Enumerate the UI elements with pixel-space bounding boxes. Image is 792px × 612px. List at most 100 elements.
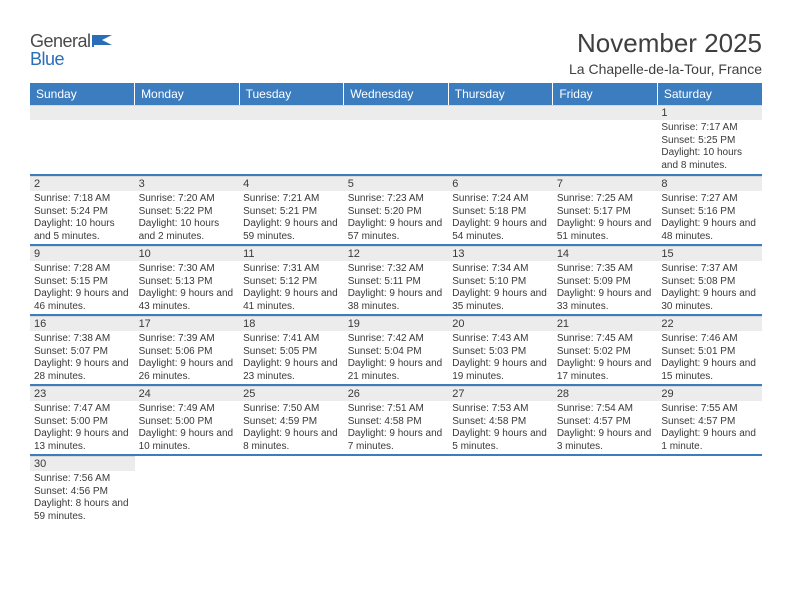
title-block: November 2025 La Chapelle-de-la-Tour, Fr…: [569, 28, 762, 77]
logo-part1: General: [30, 31, 91, 51]
day-header: Saturday: [657, 83, 762, 105]
day-cell: 5Sunrise: 7:23 AMSunset: 5:20 PMDaylight…: [344, 175, 449, 245]
day-data: Sunrise: 7:43 AMSunset: 5:03 PMDaylight:…: [448, 331, 553, 383]
day-data: Sunrise: 7:54 AMSunset: 4:57 PMDaylight:…: [553, 401, 658, 453]
day-number: 21: [553, 316, 658, 331]
day-cell: 15Sunrise: 7:37 AMSunset: 5:08 PMDayligh…: [657, 245, 762, 315]
calendar-table: SundayMondayTuesdayWednesdayThursdayFrid…: [30, 83, 762, 525]
day-data: Sunrise: 7:50 AMSunset: 4:59 PMDaylight:…: [239, 401, 344, 453]
day-cell: [448, 105, 553, 175]
day-cell: 30Sunrise: 7:56 AMSunset: 4:56 PMDayligh…: [30, 455, 135, 525]
day-cell: [553, 105, 658, 175]
day-number: 20: [448, 316, 553, 331]
calendar-body: 1Sunrise: 7:17 AMSunset: 5:25 PMDaylight…: [30, 105, 762, 525]
day-cell: [553, 455, 658, 525]
day-data: Sunrise: 7:32 AMSunset: 5:11 PMDaylight:…: [344, 261, 449, 313]
day-number: 14: [553, 246, 658, 261]
day-data: Sunrise: 7:24 AMSunset: 5:18 PMDaylight:…: [448, 191, 553, 243]
day-data: Sunrise: 7:35 AMSunset: 5:09 PMDaylight:…: [553, 261, 658, 313]
day-data: Sunrise: 7:37 AMSunset: 5:08 PMDaylight:…: [657, 261, 762, 313]
calendar-page: GeneralBlue November 2025 La Chapelle-de…: [0, 0, 792, 525]
logo-text: GeneralBlue: [30, 32, 114, 68]
day-data: Sunrise: 7:47 AMSunset: 5:00 PMDaylight:…: [30, 401, 135, 453]
day-cell: 25Sunrise: 7:50 AMSunset: 4:59 PMDayligh…: [239, 385, 344, 455]
day-data: Sunrise: 7:39 AMSunset: 5:06 PMDaylight:…: [135, 331, 240, 383]
day-cell: 6Sunrise: 7:24 AMSunset: 5:18 PMDaylight…: [448, 175, 553, 245]
day-cell: [344, 455, 449, 525]
day-cell: [344, 105, 449, 175]
day-cell: [30, 105, 135, 175]
day-data: Sunrise: 7:55 AMSunset: 4:57 PMDaylight:…: [657, 401, 762, 453]
logo-part2: Blue: [30, 49, 64, 69]
day-cell: 2Sunrise: 7:18 AMSunset: 5:24 PMDaylight…: [30, 175, 135, 245]
day-data: Sunrise: 7:21 AMSunset: 5:21 PMDaylight:…: [239, 191, 344, 243]
week-row: 2Sunrise: 7:18 AMSunset: 5:24 PMDaylight…: [30, 175, 762, 245]
week-row: 23Sunrise: 7:47 AMSunset: 5:00 PMDayligh…: [30, 385, 762, 455]
day-cell: [448, 455, 553, 525]
day-number: 7: [553, 176, 658, 191]
day-data: Sunrise: 7:27 AMSunset: 5:16 PMDaylight:…: [657, 191, 762, 243]
day-number: [30, 105, 135, 120]
day-number: 18: [239, 316, 344, 331]
day-number: 22: [657, 316, 762, 331]
day-data: Sunrise: 7:46 AMSunset: 5:01 PMDaylight:…: [657, 331, 762, 383]
day-cell: 10Sunrise: 7:30 AMSunset: 5:13 PMDayligh…: [135, 245, 240, 315]
day-cell: 22Sunrise: 7:46 AMSunset: 5:01 PMDayligh…: [657, 315, 762, 385]
page-title: November 2025: [569, 28, 762, 59]
week-row: 16Sunrise: 7:38 AMSunset: 5:07 PMDayligh…: [30, 315, 762, 385]
day-data: Sunrise: 7:56 AMSunset: 4:56 PMDaylight:…: [30, 471, 135, 523]
day-number: 6: [448, 176, 553, 191]
day-header: Friday: [553, 83, 658, 105]
day-cell: [135, 105, 240, 175]
day-number: [553, 105, 658, 120]
day-number: 28: [553, 386, 658, 401]
day-data: Sunrise: 7:30 AMSunset: 5:13 PMDaylight:…: [135, 261, 240, 313]
day-header: Wednesday: [344, 83, 449, 105]
page-header: GeneralBlue November 2025 La Chapelle-de…: [30, 28, 762, 77]
day-number: 13: [448, 246, 553, 261]
day-number: [448, 105, 553, 120]
day-number: 17: [135, 316, 240, 331]
day-data: Sunrise: 7:53 AMSunset: 4:58 PMDaylight:…: [448, 401, 553, 453]
day-cell: [135, 455, 240, 525]
day-cell: 29Sunrise: 7:55 AMSunset: 4:57 PMDayligh…: [657, 385, 762, 455]
day-data: Sunrise: 7:28 AMSunset: 5:15 PMDaylight:…: [30, 261, 135, 313]
day-data: Sunrise: 7:23 AMSunset: 5:20 PMDaylight:…: [344, 191, 449, 243]
day-number: 26: [344, 386, 449, 401]
day-data: Sunrise: 7:31 AMSunset: 5:12 PMDaylight:…: [239, 261, 344, 313]
day-cell: 12Sunrise: 7:32 AMSunset: 5:11 PMDayligh…: [344, 245, 449, 315]
day-cell: 18Sunrise: 7:41 AMSunset: 5:05 PMDayligh…: [239, 315, 344, 385]
calendar-header-row: SundayMondayTuesdayWednesdayThursdayFrid…: [30, 83, 762, 105]
day-cell: 16Sunrise: 7:38 AMSunset: 5:07 PMDayligh…: [30, 315, 135, 385]
day-cell: 4Sunrise: 7:21 AMSunset: 5:21 PMDaylight…: [239, 175, 344, 245]
day-header: Thursday: [448, 83, 553, 105]
week-row: 9Sunrise: 7:28 AMSunset: 5:15 PMDaylight…: [30, 245, 762, 315]
day-cell: 21Sunrise: 7:45 AMSunset: 5:02 PMDayligh…: [553, 315, 658, 385]
day-number: 9: [30, 246, 135, 261]
day-number: 2: [30, 176, 135, 191]
day-cell: 27Sunrise: 7:53 AMSunset: 4:58 PMDayligh…: [448, 385, 553, 455]
day-number: 8: [657, 176, 762, 191]
day-number: 16: [30, 316, 135, 331]
day-number: [135, 105, 240, 120]
day-data: Sunrise: 7:18 AMSunset: 5:24 PMDaylight:…: [30, 191, 135, 243]
day-number: 23: [30, 386, 135, 401]
day-number: 3: [135, 176, 240, 191]
day-cell: 9Sunrise: 7:28 AMSunset: 5:15 PMDaylight…: [30, 245, 135, 315]
day-data: Sunrise: 7:17 AMSunset: 5:25 PMDaylight:…: [657, 120, 762, 172]
day-data: Sunrise: 7:38 AMSunset: 5:07 PMDaylight:…: [30, 331, 135, 383]
day-cell: 28Sunrise: 7:54 AMSunset: 4:57 PMDayligh…: [553, 385, 658, 455]
week-row: 1Sunrise: 7:17 AMSunset: 5:25 PMDaylight…: [30, 105, 762, 175]
day-cell: 20Sunrise: 7:43 AMSunset: 5:03 PMDayligh…: [448, 315, 553, 385]
day-header: Sunday: [30, 83, 135, 105]
day-data: Sunrise: 7:42 AMSunset: 5:04 PMDaylight:…: [344, 331, 449, 383]
day-cell: 17Sunrise: 7:39 AMSunset: 5:06 PMDayligh…: [135, 315, 240, 385]
day-cell: 8Sunrise: 7:27 AMSunset: 5:16 PMDaylight…: [657, 175, 762, 245]
day-header: Tuesday: [239, 83, 344, 105]
day-cell: 11Sunrise: 7:31 AMSunset: 5:12 PMDayligh…: [239, 245, 344, 315]
page-subtitle: La Chapelle-de-la-Tour, France: [569, 61, 762, 77]
day-number: 24: [135, 386, 240, 401]
day-number: 1: [657, 105, 762, 120]
day-data: Sunrise: 7:45 AMSunset: 5:02 PMDaylight:…: [553, 331, 658, 383]
flag-icon: [92, 32, 114, 50]
